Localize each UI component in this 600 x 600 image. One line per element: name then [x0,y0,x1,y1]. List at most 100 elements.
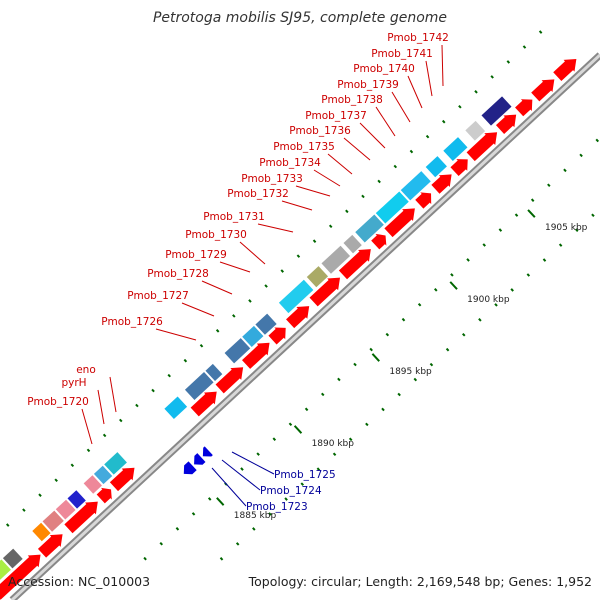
scale-tick [207,497,212,501]
scale-tick [466,258,470,262]
scale-tick [458,104,462,109]
forward-gene-label: Pmob_1730 [185,229,247,241]
forward-cds-arrow [384,208,415,238]
scale-tick [409,149,414,154]
gene-leader-line [407,75,423,109]
gene-leader-line [181,302,215,317]
cog-category-box [375,191,409,224]
genome-title: Petrotoga mobilis SJ95, complete genome [153,10,447,26]
scale-tick [54,478,58,483]
scale-tick [159,541,164,546]
forward-cds-arrow [309,277,341,307]
scale-tick [494,303,498,307]
scale-tick [272,437,277,441]
scale-tick [445,347,450,352]
scale-tick [175,527,180,531]
scale-tick [22,508,26,512]
scale-ticks: 1885 kbp 1890 kbp 1895 kbp 1900 kbp 1905 kbp… [5,30,600,561]
scale-tick [429,362,434,367]
gene-leader-line [221,459,261,491]
forward-cds-arrow [450,159,468,177]
cog-category-box [55,499,76,520]
scale-tick [102,433,107,438]
gene-labels: Pmob_1742 Pmob_1741 Pmob_1740 Pmob_1739 Pmob… [27,32,449,513]
gene-leader-line [441,44,444,87]
cog-category-box [104,452,127,475]
cog-category-box [205,363,223,381]
scale-tick [320,392,325,397]
scale-tick [219,557,224,561]
cog-category-box [242,325,264,348]
scale-tick [478,318,482,322]
scale-tick [5,523,10,527]
gene-leader-line [231,451,275,475]
scale-tick [365,422,369,427]
scale-tick [353,362,357,367]
forward-gene-label: Pmob_1735 [273,141,335,153]
cog-category-box [278,279,314,314]
cog-category-box [2,548,23,569]
scale-tick [232,314,236,318]
gene-leader-line [343,137,371,161]
gene-leader-line [327,153,353,175]
scale-tick [296,254,301,258]
forward-gene-label: Pmob_1739 [337,79,399,91]
forward-cds-arrow [215,367,244,394]
scale-tick [268,512,272,516]
scale-tick [215,329,220,333]
scale-tick [304,407,309,412]
scale-tick [191,512,196,516]
gene-leader-line [239,241,266,265]
forward-cds-arrow [338,249,371,280]
scale-tick [461,332,466,337]
scale-tick [385,332,390,337]
scale-tick [575,228,579,232]
cog-category-box [481,96,512,126]
scale-tick [361,194,365,199]
scale-tick [558,243,563,247]
scale-tick [498,228,503,232]
scale-tick [397,392,401,397]
cog-category-box [0,559,11,580]
reverse-gene-label: Pmob_1724 [260,485,322,497]
cog-category-box [465,120,486,141]
forward-gene-label: Pmob_1726 [101,316,163,328]
scale-major-tick [371,353,380,362]
scale-tick [300,482,305,486]
forward-gene-label: Pmob_1734 [259,157,321,169]
gene-leader-line [81,408,93,445]
scale-tick [240,467,244,471]
scale-tick [591,213,595,218]
scale-tick [143,556,147,561]
cog-category-box [321,245,351,274]
scale-tick [538,30,543,34]
forward-gene-label: Pmob_1737 [305,110,367,122]
scale-tick [526,273,531,277]
forward-cds-arrow [286,306,310,329]
scale-major-tick [216,497,225,506]
scale-tick [70,463,75,468]
scale-tick [441,119,446,124]
gene-leader-line [219,261,251,273]
cog-category-box [343,234,362,254]
gene-leader-line [155,328,197,341]
gene-leader-line [295,185,331,197]
forward-gene-label: Pmob_1736 [289,125,351,137]
accession-text: Accession: NC_010003 [8,574,150,589]
scale-label: 1900 kbp [467,295,510,305]
forward-gene-label: Pmob_1727 [127,290,189,302]
scale-label: 1895 kbp [389,367,432,377]
forward-cds-arrow [466,132,498,162]
cog-category-box [93,465,113,485]
forward-gene-label: eno [76,364,96,376]
cog-category-box [32,522,51,542]
forward-cds-arrow [37,534,63,558]
reverse-cds-arrow [183,461,197,475]
scale-label: 1885 kbp [234,511,277,521]
forward-gene-label: Pmob_1720 [27,396,89,408]
gene-leader-line [257,223,294,233]
reverse-gene-label: Pmob_1725 [274,469,336,481]
scale-tick [284,497,288,501]
scale-tick [417,302,422,307]
